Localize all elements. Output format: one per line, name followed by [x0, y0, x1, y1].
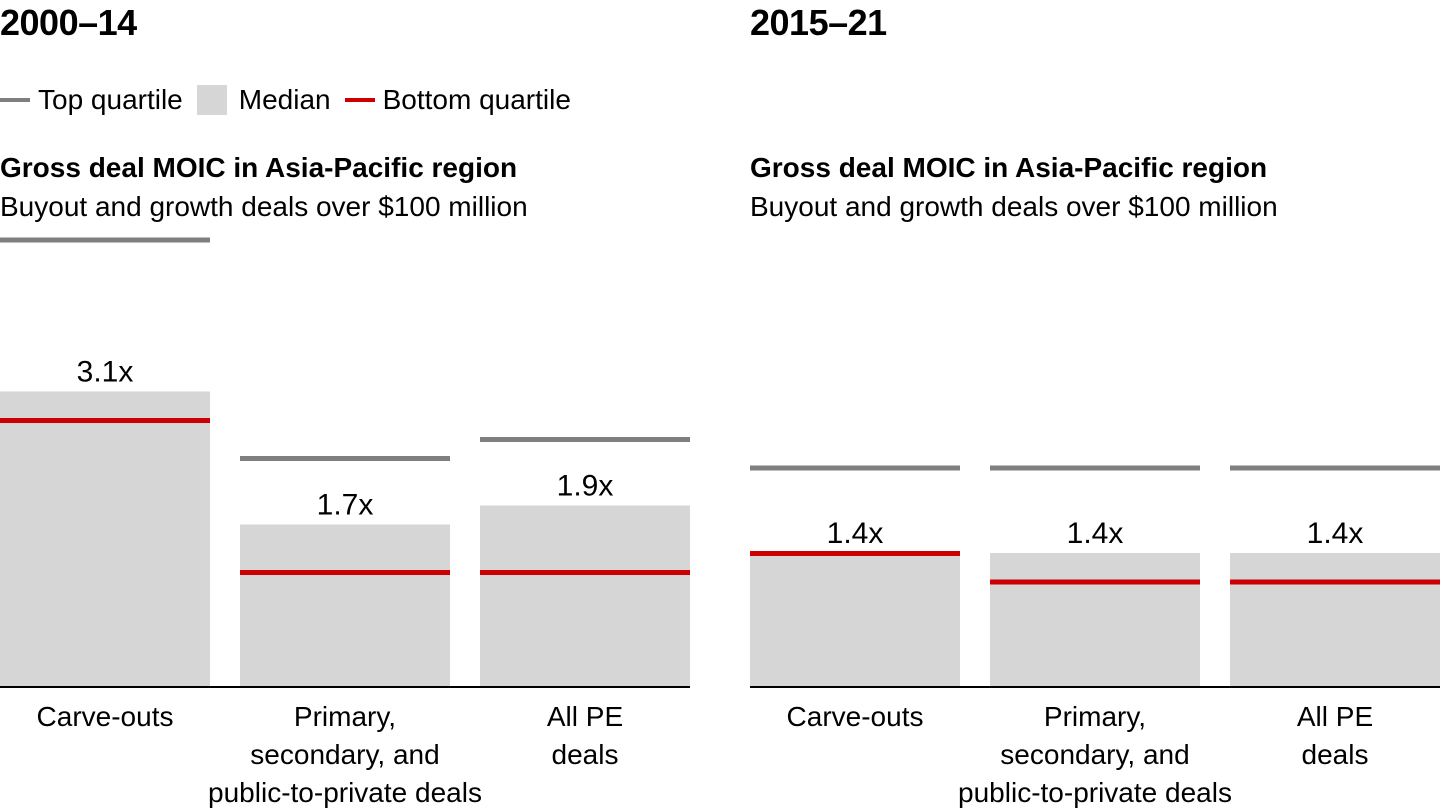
bottom-quartile-line-1-2 — [1230, 579, 1440, 585]
category-label-1-2-1: deals — [1302, 739, 1369, 770]
median-bar-0-0 — [0, 391, 210, 686]
top-quartile-line-1-0 — [750, 465, 960, 471]
legend-label-top-quartile: Top quartile — [38, 84, 183, 115]
median-bar-1-2 — [1230, 553, 1440, 686]
category-label-0-2-1: deals — [552, 739, 619, 770]
median-bar-1-0 — [750, 553, 960, 686]
legend-item-top-quartile: Top quartile — [0, 84, 183, 116]
value-label-1-1: 1.4x — [1067, 517, 1124, 550]
top-quartile-line-0-0 — [0, 237, 210, 243]
top-quartile-line-0-1 — [240, 456, 450, 461]
category-label-0-1-0: Primary, — [294, 701, 396, 732]
category-label-1-2-0: All PE — [1297, 701, 1373, 732]
value-label-1-0: 1.4x — [827, 517, 884, 550]
bottom-quartile-line-0-2 — [480, 570, 690, 575]
median-bar-1-1 — [990, 553, 1200, 686]
chart-title-right: Gross deal MOIC in Asia-Pacific region — [750, 152, 1268, 183]
top-quartile-line-1-1 — [990, 465, 1200, 471]
category-label-0-1-2: public-to-private deals — [208, 777, 482, 808]
top-quartile-line-0-2 — [480, 437, 690, 442]
median-swatch — [196, 85, 227, 115]
chart-title-left: Gross deal MOIC in Asia-Pacific region — [0, 152, 518, 183]
legend-label-median: Median — [238, 84, 331, 115]
median-bar-0-2 — [480, 505, 690, 686]
category-label-1-1-1: secondary, and — [1000, 739, 1189, 770]
category-label-0-2-0: All PE — [547, 701, 623, 732]
value-label-0-1: 1.7x — [317, 489, 374, 522]
value-label-0-2: 1.9x — [557, 470, 614, 503]
median-bar-0-1 — [240, 524, 450, 686]
chart-subtitle-right: Buyout and growth deals over $100 millio… — [750, 191, 1278, 222]
chart-subtitle-left: Buyout and growth deals over $100 millio… — [0, 191, 528, 222]
value-label-0-0: 3.1x — [77, 356, 134, 389]
value-label-1-2: 1.4x — [1307, 517, 1364, 550]
bottom-quartile-line-1-1 — [990, 579, 1200, 585]
legend-item-median: Median — [196, 84, 331, 116]
x-axis-1 — [750, 686, 1440, 688]
category-label-0-0-0: Carve-outs — [37, 701, 174, 732]
legend: Top quartile Median Bottom quartile — [0, 80, 585, 120]
bottom-quartile-line-0-0 — [0, 418, 210, 423]
legend-label-bottom-quartile: Bottom quartile — [382, 84, 571, 115]
legend-item-bottom-quartile: Bottom quartile — [344, 84, 571, 116]
x-axis-0 — [0, 686, 690, 688]
bottom-quartile-line-0-1 — [240, 570, 450, 575]
category-label-1-0-0: Carve-outs — [787, 701, 924, 732]
panel-title-2015-21: 2015–21 — [750, 2, 887, 43]
bottom-quartile-swatch — [344, 98, 375, 102]
category-label-0-1-1: secondary, and — [250, 739, 439, 770]
bottom-quartile-line-1-0 — [750, 551, 960, 556]
top-quartile-line-1-2 — [1230, 465, 1440, 471]
category-label-1-1-0: Primary, — [1044, 701, 1146, 732]
top-quartile-swatch — [0, 98, 30, 102]
panel-title-2000-14: 2000–14 — [0, 2, 137, 43]
category-label-1-1-2: public-to-private deals — [958, 777, 1232, 808]
